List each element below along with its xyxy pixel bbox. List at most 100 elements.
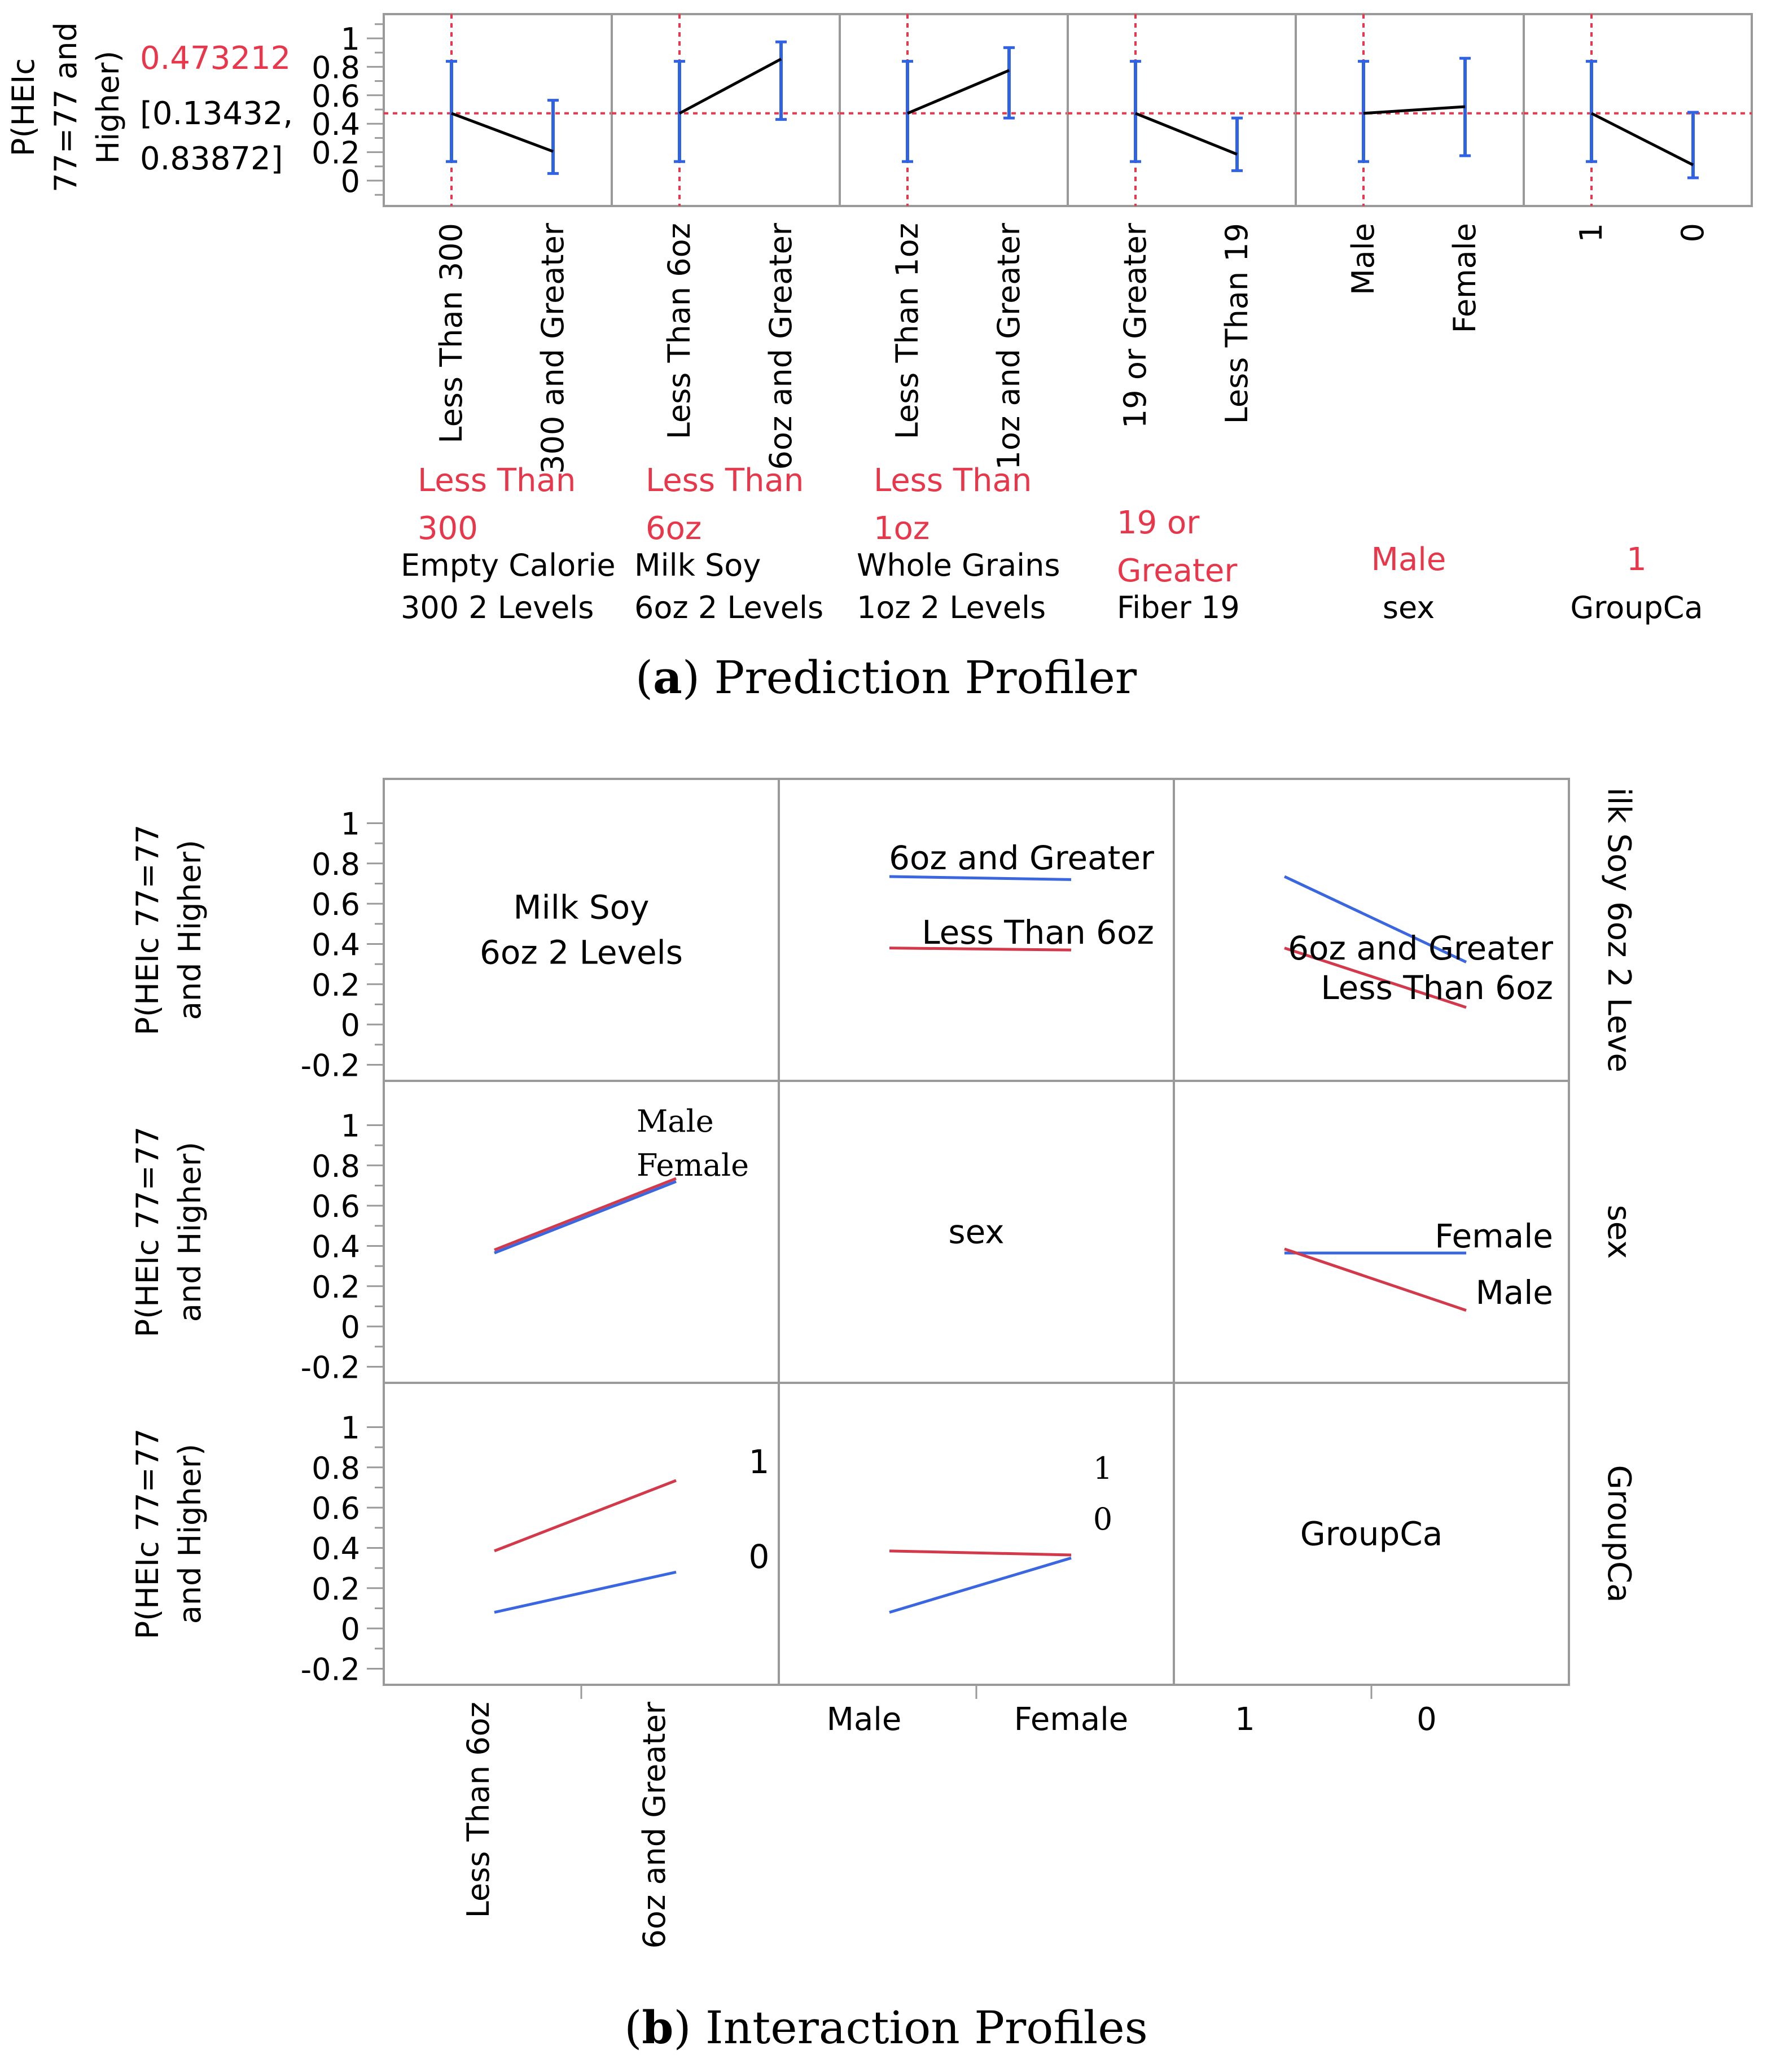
profiler-current-level: 300 [418, 510, 478, 547]
interaction-y-tick-label: 0.8 [312, 1451, 360, 1486]
interaction-series-line [1283, 875, 1467, 963]
profiler-y-axis-label: P(HEIc [6, 58, 41, 156]
interaction-x-level-label: Male [827, 1701, 902, 1738]
profiler-current-level: Less Than [874, 462, 1032, 499]
profiler-level-label: Female [1447, 223, 1483, 333]
profiler-factor-name: sex [1383, 590, 1435, 625]
profiler-current-level: Male [1371, 541, 1446, 578]
interaction-cell: Male Female [494, 1103, 749, 1255]
interaction-y-axis-label: P(HEIc 77=77 [130, 825, 165, 1036]
profiler-level-label: 0 [1675, 223, 1711, 242]
profiler-level-label: 19 or Greater [1117, 222, 1153, 428]
profiler-prediction-line [451, 112, 554, 153]
interaction-x-level-label: 6oz and Greater [637, 1701, 672, 1948]
profiler-level-label: Less Than 6oz [661, 223, 697, 439]
interaction-series-line [889, 947, 1072, 952]
interaction-y-axis-label: P(HEIc 77=77 [130, 1127, 165, 1338]
profiler-level-label: 300 and Greater [535, 222, 571, 474]
profiler-level-label: 1 [1573, 223, 1609, 242]
interaction-y-tick-label: 0.4 [312, 1531, 360, 1566]
profiler-ci-lower: [0.13432, [140, 95, 293, 132]
interaction-y-tick-label: 0.4 [312, 927, 360, 962]
profiler-current-level: Less Than [418, 462, 576, 499]
interaction-series-label: Less Than 6oz [922, 913, 1154, 952]
interaction-series-label: 6oz and Greater [1288, 929, 1553, 967]
interaction-y-tick-label: -0.2 [301, 1652, 360, 1687]
interaction-series-label: Less Than 6oz [1321, 969, 1553, 1007]
interaction-y-tick-label: -0.2 [301, 1350, 360, 1385]
profiler-y-tick-label: 0.8 [312, 50, 360, 85]
profiler-y-tick-label: 0.2 [312, 135, 360, 171]
interaction-series-label: Male [637, 1103, 714, 1139]
interaction-y-tick-label: 0.6 [312, 1189, 360, 1224]
profiler-panel-frame [611, 13, 841, 207]
interaction-cell: 10 [494, 1443, 770, 1614]
interaction-y-tick-label: 0.2 [312, 967, 360, 1003]
interaction-y-tick-label: 0.6 [312, 1491, 360, 1526]
interaction-row-label: ilk Soy 6oz 2 Leve [1601, 787, 1637, 1072]
interaction-profiles: -0.200.20.40.60.81P(HEIc 77=77 and Higher… [130, 778, 1637, 2054]
profiler-factor-name: GroupCa [1570, 590, 1703, 625]
interaction-cell: 6oz and Greater Less Than 6oz [889, 839, 1154, 952]
interaction-series-line [494, 1479, 677, 1553]
profiler-panel: 19 or Greater Less Than 19 19 or GreaterFib… [1067, 13, 1297, 625]
interaction-series-label: Female [1435, 1217, 1553, 1255]
profiler-factor-name: Milk Soy [634, 547, 761, 583]
profiler-prediction-line [907, 69, 1010, 115]
profiler-current-level: 1oz [874, 510, 929, 547]
profiler-panel: Male Female Male sex [1295, 13, 1525, 625]
interaction-y-tick-label: 1 [341, 1410, 360, 1445]
interaction-caption: (b) Interaction Profiles [624, 2001, 1148, 2054]
profiler-factor-name: Empty Calorie [401, 547, 616, 583]
profiler-level-label: Less Than 19 [1219, 223, 1255, 424]
profiler-current-level: 19 or [1117, 505, 1200, 541]
profiler-panel: 1 0 1 GroupCa [1523, 13, 1753, 625]
interaction-y-tick-label: 0 [341, 1007, 360, 1043]
interaction-x-level-label: 0 [1417, 1701, 1437, 1738]
interaction-y-tick-label: 1 [341, 1108, 360, 1144]
interaction-y-tick-label: 1 [341, 806, 360, 842]
interaction-series-label: Male [1476, 1273, 1553, 1312]
interaction-y-tick-label: 0 [341, 1309, 360, 1345]
profiler-ci-upper: 0.83872] [140, 141, 283, 177]
profiler-level-label: Less Than 300 [433, 223, 469, 444]
profiler-level-label: Male [1345, 223, 1381, 295]
interaction-y-tick-label: -0.2 [301, 1048, 360, 1083]
profiler-prediction-line [1135, 112, 1238, 156]
interaction-x-level-label: 1 [1235, 1701, 1255, 1738]
interaction-row-label: GroupCa [1601, 1465, 1637, 1603]
interaction-series-line [494, 1570, 677, 1614]
profiler-current-level: 6oz [646, 510, 701, 547]
profiler-y-tick-label: 1 [341, 21, 360, 57]
interaction-y-tick-label: 0.6 [312, 887, 360, 922]
interaction-series-label: 6oz and Greater [889, 839, 1154, 877]
interaction-diagonal-label: GroupCa [1300, 1515, 1443, 1553]
profiler-panel-frame [839, 13, 1069, 207]
profiler-level-label: 1oz and Greater [991, 222, 1027, 470]
interaction-y-tick-label: 0 [341, 1611, 360, 1647]
interaction-series-label: 1 [1093, 1451, 1112, 1486]
interaction-series-line [889, 1549, 1072, 1557]
interaction-series-line [494, 1177, 677, 1251]
profiler-factor-name: Fiber 19 [1117, 590, 1240, 625]
interaction-series-label: Female [637, 1147, 749, 1183]
profiler-factor-name: Whole Grains [857, 547, 1060, 583]
interaction-series-line [1284, 1247, 1467, 1312]
profiler-panel-frame [1523, 13, 1753, 207]
profiler-level-label: Less Than 1oz [889, 223, 925, 439]
profiler-factor-name: 6oz 2 Levels [634, 590, 823, 625]
interaction-x-level-label: Less Than 6oz [461, 1702, 496, 1918]
interaction-series-label: 1 [749, 1443, 770, 1481]
profiler-caption: (a) Prediction Profiler [635, 651, 1137, 704]
profiler-current-value: 0.473212 [140, 40, 291, 77]
interaction-series-line [1284, 947, 1467, 1009]
profiler-y-axis-label: 77=77 and [48, 22, 84, 192]
interaction-y-axis-label: and Higher) [172, 1142, 208, 1322]
interaction-series-line [494, 1180, 677, 1255]
interaction-series-label: 0 [749, 1537, 770, 1576]
interaction-cell: Female Male [1284, 1217, 1553, 1312]
profiler-prediction-line [1363, 105, 1466, 115]
